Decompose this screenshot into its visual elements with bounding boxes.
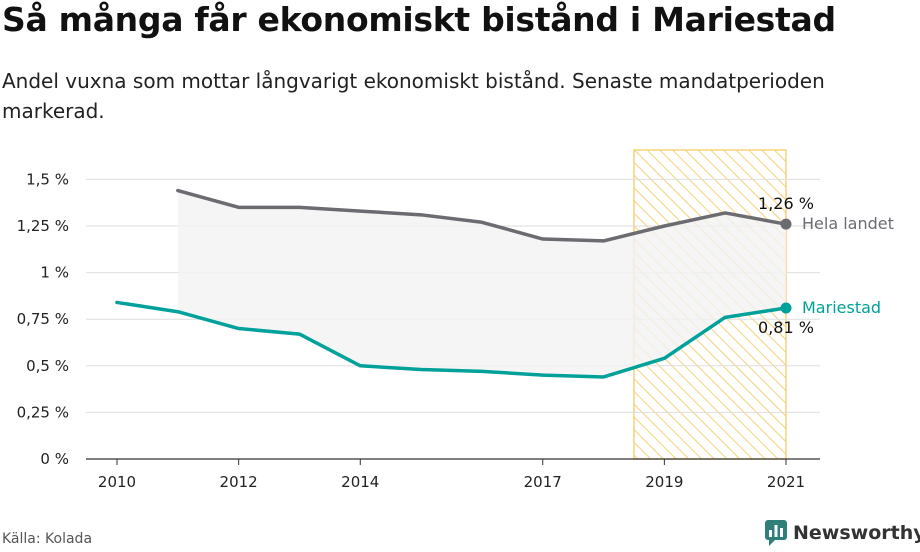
series-endpoint-hela-landet (780, 218, 792, 230)
brand-name: Newsworthy (793, 522, 920, 544)
y-tick-label: 0 % (40, 450, 69, 468)
x-tick-label: 2019 (645, 473, 683, 491)
source-note: Källa: Kolada (2, 531, 93, 547)
brand-logo: Newsworthy (765, 520, 920, 546)
x-tick-label: 2017 (524, 473, 562, 491)
y-tick-label: 1,25 % (17, 217, 69, 235)
y-tick-label: 1,5 % (26, 170, 69, 188)
series-line-mariestad (115, 300, 788, 379)
series-line-hela-landet (176, 188, 788, 243)
x-tick-label: 2012 (220, 473, 258, 491)
series-label-mariestad: Mariestad (802, 298, 881, 317)
chart-title: Så många får ekonomiskt bistånd i Maries… (2, 0, 836, 39)
x-tick-label: 2021 (767, 473, 805, 491)
data-label-mariestad: 0,81 % (758, 318, 814, 337)
x-tick-label: 2014 (341, 473, 379, 491)
data-label-hela-landet: 1,26 % (758, 194, 814, 213)
series-endpoint-mariestad (780, 302, 792, 314)
range-band (177, 190, 786, 377)
x-tick-label: 2010 (98, 473, 136, 491)
y-tick-label: 0,5 % (26, 357, 69, 375)
chart-subtitle: Andel vuxna som mottar långvarigt ekonom… (2, 69, 825, 123)
y-tick-label: 0,75 % (17, 310, 69, 328)
series-label-hela-landet: Hela landet (802, 214, 894, 233)
newsworthy-logo-icon (765, 520, 787, 546)
y-tick-label: 1 % (40, 264, 69, 282)
y-tick-label: 0,25 % (17, 403, 69, 421)
